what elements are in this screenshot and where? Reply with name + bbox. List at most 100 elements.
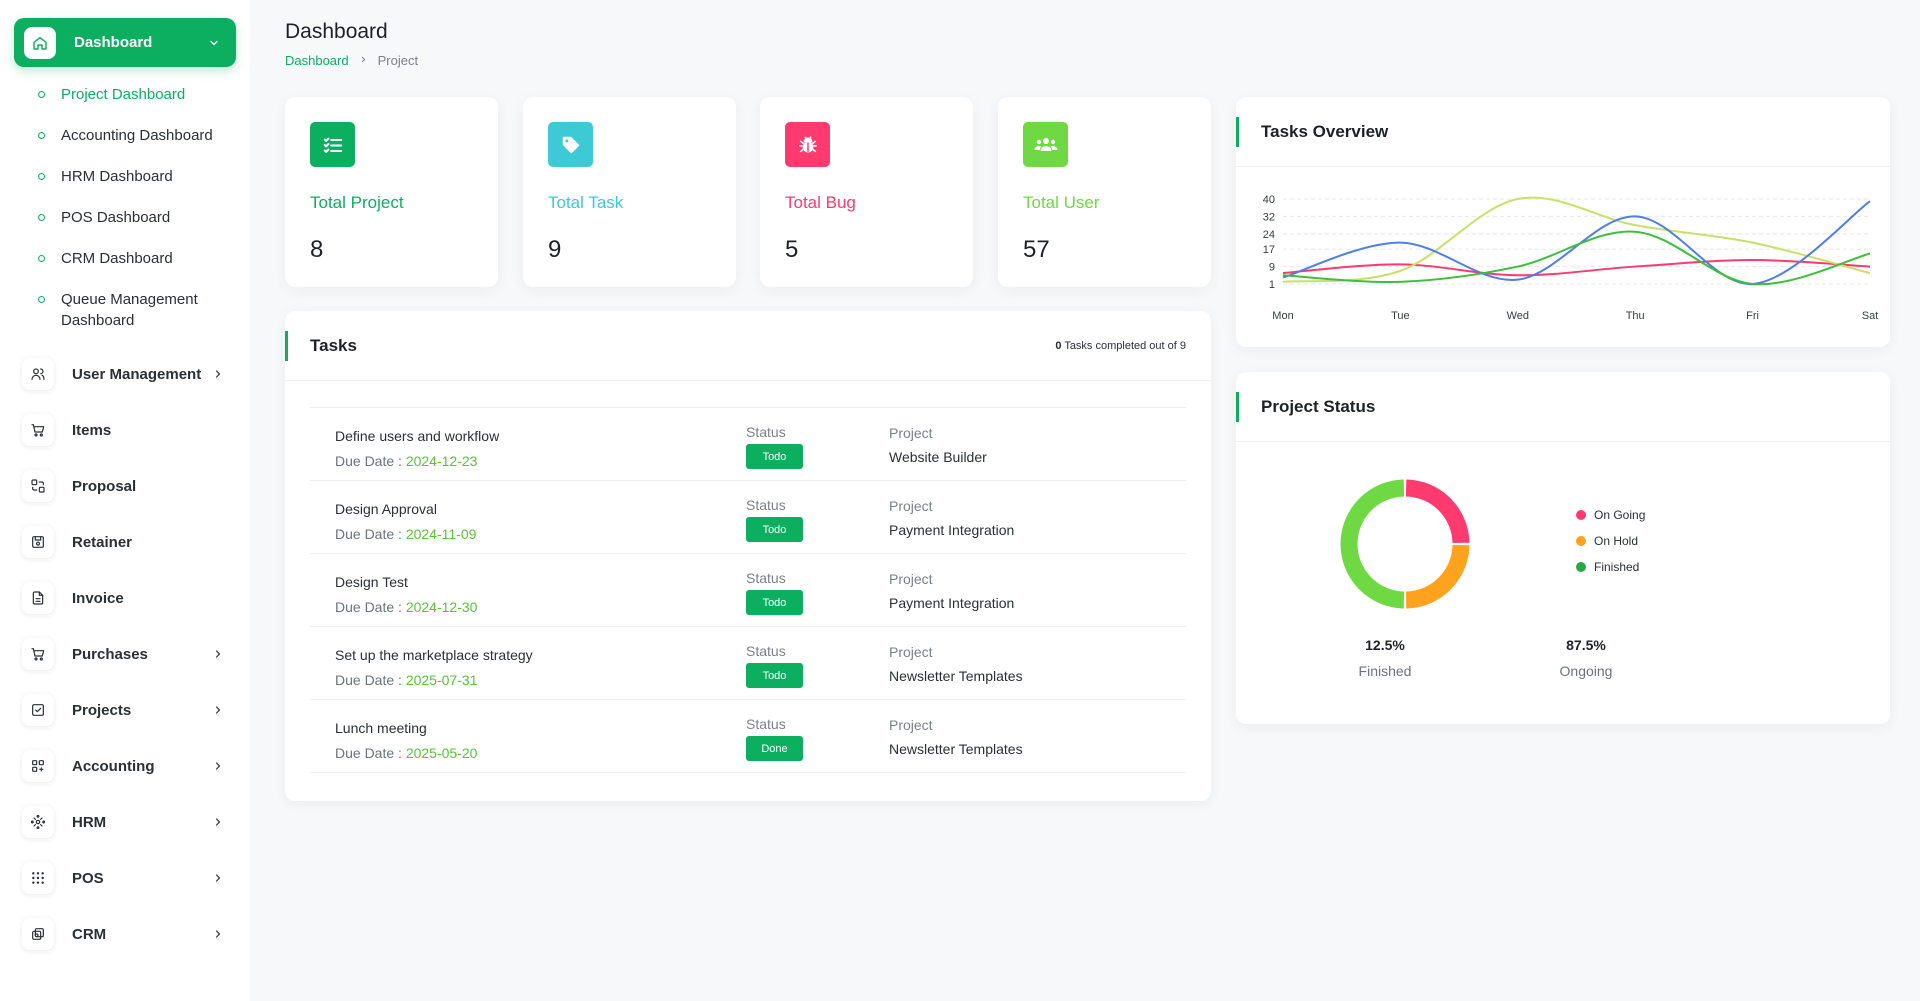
legend-item: On Hold xyxy=(1576,528,1645,554)
sidebar-item-crm[interactable]: CRM xyxy=(14,906,236,962)
home-icon xyxy=(24,26,56,59)
legend-swatch xyxy=(1576,536,1586,546)
submenu-item-crm-dashboard[interactable]: CRM Dashboard xyxy=(14,239,236,280)
submenu-label: CRM Dashboard xyxy=(61,250,173,267)
stat-card-total-project: Total Project 8 xyxy=(285,97,498,287)
task-name: Design Approval xyxy=(335,501,437,517)
sidebar-item-label: Purchases xyxy=(72,645,148,663)
submenu-item-queue-dashboard[interactable]: Queue Management Dashboard xyxy=(14,280,214,342)
sidebar-item-items[interactable]: Items xyxy=(14,402,236,458)
table-row[interactable]: Design Approval Due Date : 2024-11-09 St… xyxy=(310,481,1186,554)
tasks-card-header: Tasks 0 Tasks completed out of 9 xyxy=(285,311,1211,381)
status-badge: Todo xyxy=(746,517,803,542)
project-status-header: Project Status xyxy=(1236,372,1890,442)
due-label: Due Date : xyxy=(335,745,402,761)
cart-icon xyxy=(22,414,54,446)
submenu-item-project-dashboard[interactable]: Project Dashboard xyxy=(14,75,236,116)
submenu-label: HRM Dashboard xyxy=(61,168,173,185)
x-tick-label: Tue xyxy=(1391,310,1410,322)
due-date: 2024-11-09 xyxy=(405,526,477,542)
tasks-completed-count: 0 xyxy=(1055,339,1062,352)
task-name: Define users and workflow xyxy=(335,428,500,444)
hrm-icon xyxy=(22,806,54,838)
status-label: Status xyxy=(746,570,786,586)
stat-card-total-user: Total User 57 xyxy=(998,97,1211,287)
sidebar-item-label: Accounting xyxy=(72,757,155,775)
chevron-right-icon xyxy=(212,816,224,828)
users-icon xyxy=(1023,122,1068,167)
tasks-overview-line-chart: 1 9 17 24 32 40 Mon Tue Wed Thu Fri Sat xyxy=(1263,194,1879,322)
y-tick-label: 9 xyxy=(1269,262,1275,274)
y-tick-label: 1 xyxy=(1269,279,1275,291)
chevron-down-icon xyxy=(208,37,220,49)
sidebar-item-label: Projects xyxy=(72,701,132,719)
table-row[interactable]: Design Test Due Date : 2024-12-30 Status… xyxy=(310,554,1186,627)
submenu-item-pos-dashboard[interactable]: POS Dashboard xyxy=(14,198,236,239)
task-list: Define users and workflow Due Date : 202… xyxy=(310,407,1186,773)
checkbox-icon xyxy=(22,694,54,726)
sidebar-item-retainer[interactable]: Retainer xyxy=(14,514,236,570)
chevron-right-icon xyxy=(212,760,224,772)
tasks-overview-header: Tasks Overview xyxy=(1236,97,1890,167)
task-name: Design Test xyxy=(335,574,408,590)
sidebar-item-label: Dashboard xyxy=(74,34,153,51)
x-tick-label: Mon xyxy=(1272,310,1293,322)
sidebar-item-label: Items xyxy=(72,421,112,439)
submenu-label: Project Dashboard xyxy=(61,86,186,103)
cart-icon xyxy=(22,638,54,670)
table-row[interactable]: Set up the marketplace strategy Due Date… xyxy=(310,627,1186,700)
sidebar-item-label: User Management xyxy=(72,365,202,383)
project-status-title: Project Status xyxy=(1261,396,1376,416)
sidebar: Dashboard Project Dashboard Accounting D… xyxy=(0,0,250,1001)
status-badge: Done xyxy=(746,736,803,761)
stat-label: Total User xyxy=(1023,193,1100,212)
sidebar-item-purchases[interactable]: Purchases xyxy=(14,626,236,682)
submenu-label: Queue Management Dashboard xyxy=(61,291,198,329)
tasks-completed-summary: 0 Tasks completed out of 9 xyxy=(1055,340,1186,352)
retainer-icon xyxy=(22,526,54,558)
breadcrumb: Dashboard Project xyxy=(285,53,418,68)
sidebar-item-accounting[interactable]: Accounting xyxy=(14,738,236,794)
y-tick-label: 32 xyxy=(1263,211,1275,223)
breadcrumb-link-dashboard[interactable]: Dashboard xyxy=(285,53,349,68)
finished-label: Finished xyxy=(1358,663,1412,679)
sidebar-item-dashboard[interactable]: Dashboard xyxy=(14,18,236,67)
legend-label: On Going xyxy=(1594,508,1646,522)
project-status-card: Project Status On Going On Hold Finished… xyxy=(1236,372,1890,724)
x-tick-label: Wed xyxy=(1507,310,1529,322)
submenu-item-accounting-dashboard[interactable]: Accounting Dashboard xyxy=(14,116,236,157)
task-due: Due Date : 2024-12-30 xyxy=(335,599,477,615)
project-label: Project xyxy=(889,717,933,733)
chevron-right-icon xyxy=(212,648,224,660)
project-status-donut-chart xyxy=(1340,479,1470,609)
task-due: Due Date : 2024-11-09 xyxy=(335,526,476,542)
x-tick-label: Fri xyxy=(1746,310,1759,322)
series-line xyxy=(1282,196,1871,283)
project-name: Newsletter Templates xyxy=(889,741,1023,757)
sidebar-item-label: HRM xyxy=(72,813,107,831)
legend-swatch xyxy=(1576,562,1586,572)
sidebar-item-proposal[interactable]: Proposal xyxy=(14,458,236,514)
apps-icon xyxy=(22,750,54,782)
sidebar-item-hrm[interactable]: HRM xyxy=(14,794,236,850)
tag-icon xyxy=(548,122,593,167)
sidebar-item-invoice[interactable]: Invoice xyxy=(14,570,236,626)
project-label: Project xyxy=(889,498,933,514)
x-tick-label: Sat xyxy=(1862,310,1879,322)
submenu-item-hrm-dashboard[interactable]: HRM Dashboard xyxy=(14,157,236,198)
sidebar-item-user-management[interactable]: User Management xyxy=(14,346,236,402)
stat-label: Total Task xyxy=(548,193,624,212)
due-label: Due Date : xyxy=(335,672,402,688)
chevron-right-icon xyxy=(212,704,224,716)
table-row[interactable]: Lunch meeting Due Date : 2025-05-20 Stat… xyxy=(310,700,1186,773)
tasks-overview-title: Tasks Overview xyxy=(1261,121,1389,141)
ongoing-percent: 87.5% xyxy=(1566,637,1606,653)
sidebar-item-pos[interactable]: POS xyxy=(14,850,236,906)
status-label: Status xyxy=(746,497,786,513)
y-tick-label: 17 xyxy=(1263,244,1275,256)
crm-icon xyxy=(22,918,54,950)
sidebar-item-projects[interactable]: Projects xyxy=(14,682,236,738)
sidebar-item-label: Retainer xyxy=(72,533,133,551)
users-icon xyxy=(22,358,54,390)
table-row[interactable]: Define users and workflow Due Date : 202… xyxy=(310,408,1186,481)
